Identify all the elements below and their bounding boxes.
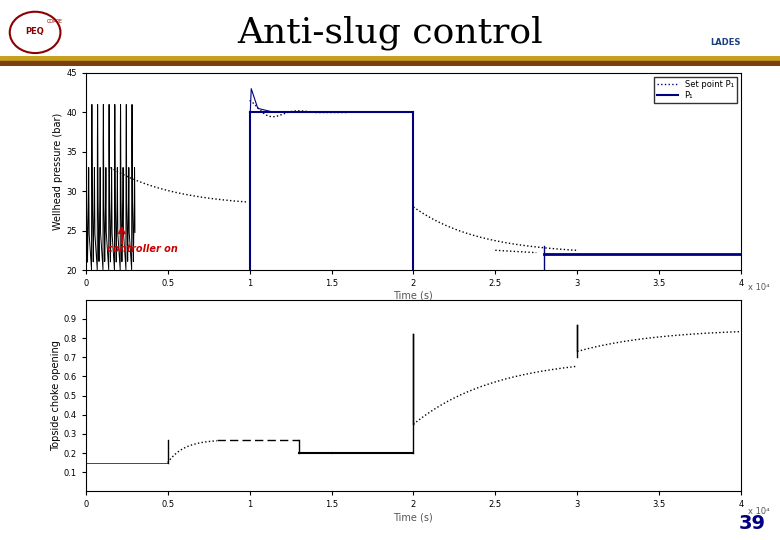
Bar [0, 56, 780, 61]
Text: Anti-slug control: Anti-slug control [237, 15, 543, 50]
X-axis label: Time (s): Time (s) [394, 291, 433, 301]
Legend: Set point P₁, P₁: Set point P₁, P₁ [654, 77, 737, 103]
Y-axis label: Topside choke opening: Topside choke opening [51, 340, 61, 451]
Text: PEQ: PEQ [26, 27, 44, 36]
Text: x 10⁴: x 10⁴ [747, 508, 769, 516]
Text: COPPE: COPPE [47, 19, 62, 24]
Text: LADES: LADES [711, 38, 740, 46]
Bar [0, 61, 780, 66]
Y-axis label: Wellhead pressure (bar): Wellhead pressure (bar) [53, 113, 63, 230]
Text: controller on: controller on [107, 244, 178, 254]
X-axis label: Time (s): Time (s) [394, 512, 433, 522]
Text: x 10⁴: x 10⁴ [747, 283, 769, 292]
Text: 39: 39 [739, 514, 765, 534]
